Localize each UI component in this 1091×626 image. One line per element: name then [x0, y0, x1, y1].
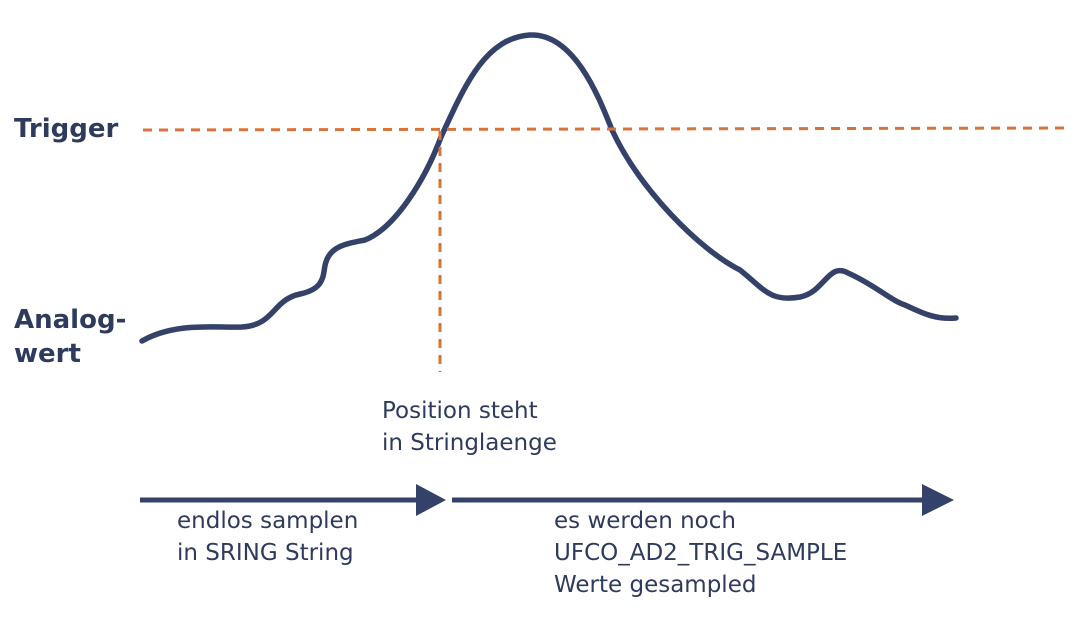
- endless-sampling-annotation: endlos samplen in SRING String: [177, 505, 358, 569]
- arrow-right-icon: [922, 484, 954, 516]
- remaining-line-2: UFCO_AD2_TRIG_SAMPLE: [554, 540, 848, 566]
- endless-line-2: in SRING String: [177, 540, 354, 566]
- trigger-label: Trigger: [14, 114, 119, 144]
- position-line-1: Position steht: [382, 398, 538, 424]
- analog-label-line-1: Analog-: [14, 305, 127, 335]
- analog-value-label: Analog- wert: [14, 303, 126, 371]
- analog-label-line-2: wert: [14, 339, 81, 369]
- analog-signal-curve: [139, 32, 959, 344]
- arrow-right-icon: [416, 484, 446, 516]
- endless-line-1: endlos samplen: [177, 508, 359, 534]
- remaining-samples-annotation: es werden noch UFCO_AD2_TRIG_SAMPLE Wert…: [554, 505, 847, 601]
- position-line-2: in Stringlaenge: [382, 430, 557, 456]
- position-annotation: Position steht in Stringlaenge: [382, 395, 557, 459]
- trigger-level-line: [142, 126, 1071, 132]
- remaining-line-3: Werte gesampled: [554, 572, 757, 598]
- remaining-line-1: es werden noch: [554, 508, 736, 534]
